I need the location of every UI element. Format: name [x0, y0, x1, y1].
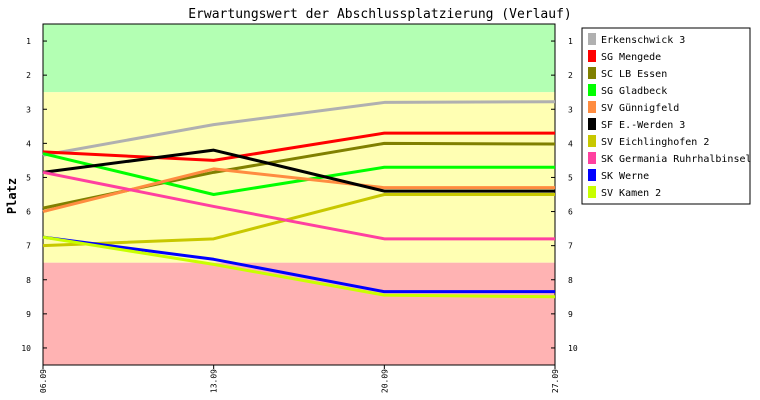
- legend-label: Erkenschwick 3: [601, 35, 685, 46]
- legend-label: SK Germania Ruhrhalbinsel: [601, 154, 752, 165]
- y-tick-label-right: 9: [568, 310, 573, 319]
- legend-label: SF E.-Werden 3: [601, 120, 685, 131]
- legend-label: SG Mengede: [601, 52, 661, 63]
- x-tick-label: 06.09: [39, 369, 48, 393]
- y-tick-label-left: 6: [26, 208, 31, 217]
- y-tick-label-right: 3: [568, 105, 573, 114]
- y-tick-label-left: 7: [26, 242, 31, 251]
- series-line-2: [42, 131, 555, 162]
- legend-swatch: [588, 118, 596, 130]
- y-tick-label-right: 5: [568, 173, 573, 182]
- series-line-8: [42, 170, 555, 241]
- legend: Erkenschwick 3 SG Mengede SC LB Essen SG Gl…: [581, 27, 752, 205]
- y-tick-label-right: 2: [568, 71, 573, 80]
- y-axis-label: Platz: [5, 178, 19, 214]
- series-line-1: [42, 100, 556, 157]
- legend-label: SV Günnigfeld: [601, 103, 679, 114]
- y-tick-label-right: 6: [568, 208, 573, 217]
- legend-swatch: [588, 50, 596, 62]
- legend-swatch: [588, 186, 596, 198]
- legend-box: [581, 27, 751, 205]
- y-tick-label-left: 1: [26, 37, 31, 46]
- band-2: [43, 262, 555, 365]
- legend-swatch: [588, 169, 596, 181]
- y-tick-label-right: 1: [568, 37, 573, 46]
- legend-swatch: [588, 67, 596, 79]
- y-tick-label-left: 10: [21, 344, 31, 353]
- legend-swatch: [588, 84, 596, 96]
- legend-swatch: [588, 135, 596, 147]
- series-lines: [42, 100, 556, 299]
- y-tick-label-left: 8: [26, 276, 31, 285]
- legend-label: SV Eichlinghofen 2: [601, 137, 709, 148]
- y-tick-label-right: 8: [568, 276, 573, 285]
- chart-title: Erwartungswert der Abschlussplatzierung …: [188, 7, 572, 22]
- legend-label: SC LB Essen: [601, 69, 667, 80]
- band-0: [43, 24, 555, 93]
- legend-swatch: [588, 101, 596, 113]
- series-line-7: [42, 193, 555, 248]
- series-line-9: [42, 235, 555, 294]
- axes: 1 1 2 2 3 3 4 4 5 5 6 6 7 7 8 8 9 9 10 10 06.09 13.09 20.09 27.…: [21, 23, 578, 393]
- y-tick-label-left: 5: [26, 173, 31, 182]
- series-line-4: [42, 152, 555, 196]
- y-tick-label-left: 2: [26, 71, 31, 80]
- legend-label: SV Kamen 2: [601, 188, 661, 199]
- x-tick-label: 13.09: [210, 369, 219, 393]
- y-tick-label-right: 7: [568, 242, 573, 251]
- x-tick-label: 20.09: [380, 369, 389, 393]
- y-tick-label-right: 4: [568, 139, 573, 148]
- legend-swatch: [588, 33, 596, 45]
- y-tick-label-right: 10: [568, 344, 578, 353]
- series-line-6: [42, 148, 555, 193]
- y-tick-label-left: 9: [26, 310, 31, 319]
- y-tick-label-left: 4: [26, 139, 31, 148]
- y-tick-label-left: 3: [26, 105, 31, 114]
- series-line-10: [42, 235, 556, 299]
- legend-label: SK Werne: [601, 171, 649, 182]
- legend-label: SG Gladbeck: [601, 86, 667, 97]
- x-tick-label: 27.09: [551, 369, 560, 393]
- legend-swatch: [588, 152, 596, 164]
